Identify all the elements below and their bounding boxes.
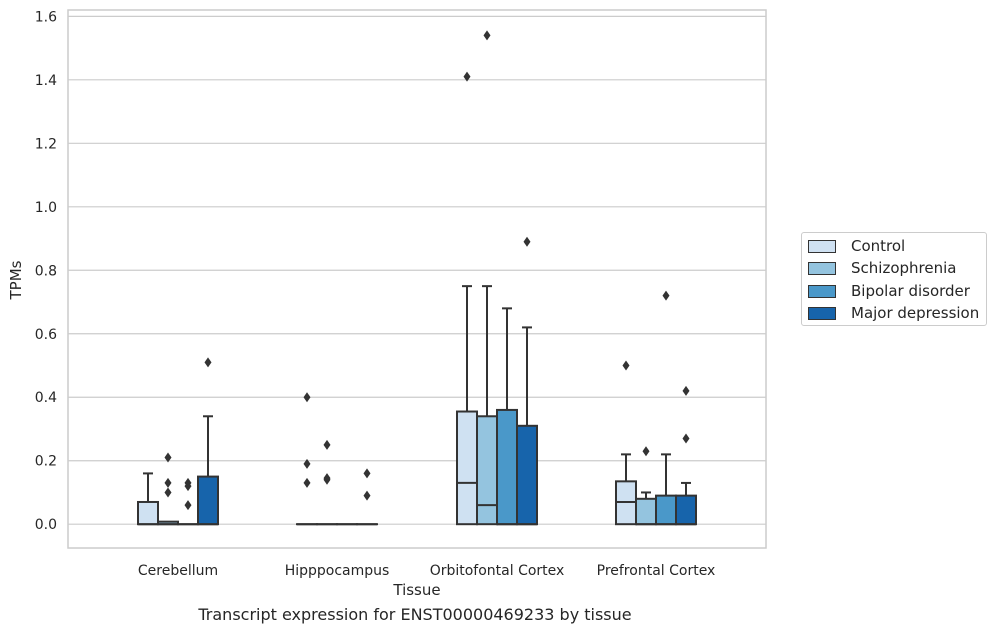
box-body [516,424,538,526]
outlier-point [662,290,670,301]
legend-swatch-control [808,239,836,253]
box-bipolar-disorder-orbitofontal-cortex [496,307,518,526]
box-major-depression-cerebellum [197,357,219,526]
legend-swatch-schizophrenia [808,261,836,275]
outlier-point [164,477,172,488]
boxes [137,30,697,526]
x-axis-label: Tissue [392,581,440,599]
outlier-point [184,481,192,492]
x-tick-label: Orbitofontal Cortex [430,563,565,579]
box-body [197,475,219,526]
outlier-point [204,357,212,368]
box-body [456,410,478,526]
outlier-point [303,477,311,488]
x-tick-labels: Cerebellum Hipppocampus Orbitofontal Corte… [138,563,715,579]
x-tick-label: Prefrontal Cortex [597,563,716,579]
outlier-point [184,500,192,511]
outlier-point [164,452,172,463]
y-axis-label: TPMs [7,260,25,300]
box-major-depression-prefrontal-cortex [675,385,697,526]
box-bipolar-disorder-cerebellum [177,477,199,526]
outlier-point [483,30,491,41]
legend-swatch-major-depression [808,306,836,320]
outlier-point [682,385,690,396]
y-tick-label: 0.4 [35,390,57,406]
gridlines [68,15,766,525]
figure-caption: Transcript expression for ENST0000046923… [198,605,632,624]
outlier-point [363,468,371,479]
legend-label-schizophrenia: Schizophrenia [851,259,957,277]
y-tick-label: 0.2 [35,454,57,470]
box-body [496,408,518,526]
legend: Control Schizophrenia Bipolar disorder M… [801,232,987,326]
outlier-point [682,433,690,444]
outlier-point [523,236,531,247]
legend-item-bipolar-disorder: Bipolar disorder [808,281,970,301]
box-body [635,497,657,526]
y-tick-label: 1.6 [35,9,57,25]
box-control-hipppocampus [296,392,318,526]
outlier-point [164,487,172,498]
outlier-point [303,458,311,469]
box-body [476,415,498,526]
box-body [675,494,697,526]
y-tick-label: 1.4 [35,73,57,89]
legend-item-control: Control [808,236,905,256]
legend-label-major-depression: Major depression [851,304,980,322]
outlier-point [323,439,331,450]
box-body [655,494,677,526]
legend-item-schizophrenia: Schizophrenia [808,258,956,278]
legend-swatch-bipolar-disorder [808,284,836,298]
y-tick-label: 1.2 [35,136,57,152]
outlier-point [363,490,371,501]
legend-label-bipolar-disorder: Bipolar disorder [851,282,970,300]
y-tick-label: 0.0 [35,517,57,533]
box-bipolar-disorder-prefrontal-cortex [655,290,677,526]
box-control-cerebellum [137,472,159,526]
box-body [137,500,159,526]
outlier-point [303,392,311,403]
x-tick-label: Hipppocampus [285,563,390,579]
box-schizophrenia-hipppocampus [316,439,338,526]
x-tick-label: Cerebellum [138,563,218,579]
box-control-orbitofontal-cortex [456,71,478,526]
box-schizophrenia-orbitofontal-cortex [476,30,498,526]
outlier-point [622,360,630,371]
legend-item-major-depression: Major depression [808,303,979,323]
box-major-depression-orbitofontal-cortex [516,236,538,526]
legend-label-control: Control [851,237,906,255]
box-schizophrenia-prefrontal-cortex [635,446,657,526]
y-tick-label: 0.6 [35,327,57,343]
box-control-prefrontal-cortex [615,360,637,526]
outlier-point [642,446,650,457]
y-tick-label: 0.8 [35,263,57,279]
outlier-point [323,474,331,485]
y-tick-labels: 0.0 0.2 0.4 0.6 0.8 1.0 1.2 1.4 1.6 [35,9,57,533]
outlier-point [463,71,471,82]
plot-frame [67,9,767,549]
y-tick-label: 1.0 [35,200,57,216]
box-major-depression-hipppocampus [356,468,378,526]
box-schizophrenia-cerebellum [157,452,179,526]
